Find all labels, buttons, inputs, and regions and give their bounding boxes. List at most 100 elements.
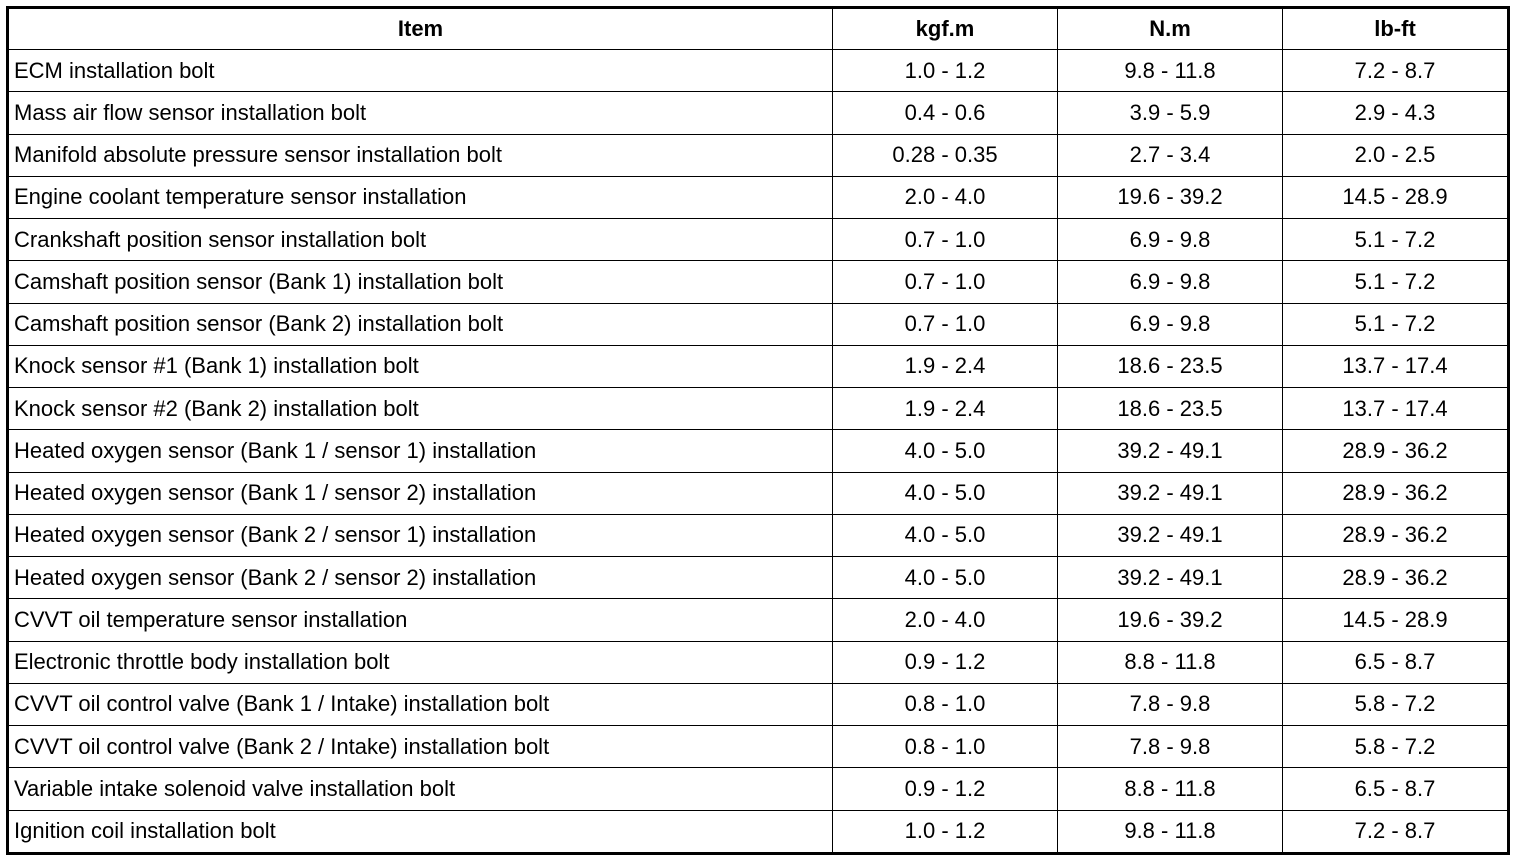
value-cell: 7.8 - 9.8 — [1057, 724, 1283, 769]
item-cell: Variable intake solenoid valve installat… — [7, 767, 833, 811]
value-cell: 13.7 - 17.4 — [1282, 386, 1509, 431]
value-cell: 28.9 - 36.2 — [1282, 555, 1509, 600]
value-cell: 8.8 - 11.8 — [1057, 640, 1283, 684]
table-row: Variable intake solenoid valve installat… — [7, 767, 1509, 811]
value-cell: 6.5 - 8.7 — [1282, 767, 1509, 811]
value-cell: 2.0 - 4.0 — [832, 175, 1058, 220]
table-row: Mass air flow sensor installation bolt 0.… — [7, 91, 1509, 135]
value-cell: 18.6 - 23.5 — [1057, 344, 1283, 389]
table-row: Camshaft position sensor (Bank 1) instal… — [7, 260, 1509, 304]
value-cell: 0.8 - 1.0 — [832, 724, 1058, 769]
value-cell: 0.4 - 0.6 — [832, 91, 1058, 135]
value-cell: 2.9 - 4.3 — [1282, 91, 1509, 135]
value-cell: 1.0 - 1.2 — [832, 809, 1058, 854]
value-cell: 39.2 - 49.1 — [1057, 513, 1283, 558]
item-cell: Knock sensor #2 (Bank 2) installation bo… — [7, 386, 833, 431]
value-cell: 1.9 - 2.4 — [832, 344, 1058, 389]
table-row: Heated oxygen sensor (Bank 1 / sensor 1)… — [7, 429, 1509, 473]
value-cell: 13.7 - 17.4 — [1282, 344, 1509, 389]
value-cell: 19.6 - 39.2 — [1057, 598, 1283, 642]
torque-table: Item kgf.m N.m lb-ft ECM installation bolt 1… — [6, 6, 1510, 855]
header-row: Item kgf.m N.m lb-ft — [7, 7, 1509, 50]
table-row: Ignition coil installation bolt 1.0 - 1.2… — [7, 809, 1509, 854]
item-cell: Heated oxygen sensor (Bank 2 / sensor 1)… — [7, 513, 833, 558]
value-cell: 6.9 - 9.8 — [1057, 302, 1283, 346]
table-row: Manifold absolute pressure sensor instal… — [7, 133, 1509, 177]
value-cell: 19.6 - 39.2 — [1057, 175, 1283, 220]
value-cell: 14.5 - 28.9 — [1282, 598, 1509, 642]
table-row: Heated oxygen sensor (Bank 1 / sensor 2)… — [7, 471, 1509, 515]
value-cell: 28.9 - 36.2 — [1282, 471, 1509, 515]
item-cell: Heated oxygen sensor (Bank 1 / sensor 2)… — [7, 471, 833, 515]
value-cell: 28.9 - 36.2 — [1282, 513, 1509, 558]
value-cell: 4.0 - 5.0 — [832, 513, 1058, 558]
value-cell: 2.0 - 4.0 — [832, 598, 1058, 642]
value-cell: 8.8 - 11.8 — [1057, 767, 1283, 811]
value-cell: 5.1 - 7.2 — [1282, 217, 1509, 262]
header-cell: Item — [7, 7, 833, 50]
value-cell: 6.9 - 9.8 — [1057, 217, 1283, 262]
table-row: Knock sensor #1 (Bank 1) installation bo… — [7, 344, 1509, 389]
item-cell: Heated oxygen sensor (Bank 2 / sensor 2)… — [7, 555, 833, 600]
item-cell: Camshaft position sensor (Bank 1) instal… — [7, 260, 833, 304]
value-cell: 1.9 - 2.4 — [832, 386, 1058, 431]
value-cell: 0.7 - 1.0 — [832, 260, 1058, 304]
value-cell: 0.7 - 1.0 — [832, 217, 1058, 262]
table-row: Knock sensor #2 (Bank 2) installation bo… — [7, 386, 1509, 431]
value-cell: 6.9 - 9.8 — [1057, 260, 1283, 304]
item-cell: CVVT oil control valve (Bank 2 / Intake)… — [7, 724, 833, 769]
value-cell: 6.5 - 8.7 — [1282, 640, 1509, 684]
value-cell: 5.8 - 7.2 — [1282, 724, 1509, 769]
item-cell: Electronic throttle body installation bo… — [7, 640, 833, 684]
item-cell: ECM installation bolt — [7, 48, 833, 93]
value-cell: 5.1 - 7.2 — [1282, 260, 1509, 304]
value-cell: 18.6 - 23.5 — [1057, 386, 1283, 431]
value-cell: 0.9 - 1.2 — [832, 767, 1058, 811]
value-cell: 7.8 - 9.8 — [1057, 682, 1283, 727]
value-cell: 9.8 - 11.8 — [1057, 809, 1283, 854]
item-cell: Engine coolant temperature sensor instal… — [7, 175, 833, 220]
value-cell: 0.7 - 1.0 — [832, 302, 1058, 346]
item-cell: Crankshaft position sensor installation … — [7, 217, 833, 262]
table-row: CVVT oil control valve (Bank 1 / Intake)… — [7, 682, 1509, 727]
value-cell: 5.1 - 7.2 — [1282, 302, 1509, 346]
value-cell: 2.7 - 3.4 — [1057, 133, 1283, 177]
table-row: CVVT oil temperature sensor installation… — [7, 598, 1509, 642]
value-cell: 1.0 - 1.2 — [832, 48, 1058, 93]
item-cell: CVVT oil temperature sensor installation — [7, 598, 833, 642]
value-cell: 2.0 - 2.5 — [1282, 133, 1509, 177]
header-cell: kgf.m — [832, 7, 1058, 50]
table-row: Crankshaft position sensor installation … — [7, 217, 1509, 262]
value-cell: 0.9 - 1.2 — [832, 640, 1058, 684]
table-row: Engine coolant temperature sensor instal… — [7, 175, 1509, 220]
table-row: ECM installation bolt 1.0 - 1.2 9.8 - 11.8… — [7, 48, 1509, 93]
header-cell: N.m — [1057, 7, 1283, 50]
item-cell: Manifold absolute pressure sensor instal… — [7, 133, 833, 177]
value-cell: 9.8 - 11.8 — [1057, 48, 1283, 93]
value-cell: 4.0 - 5.0 — [832, 555, 1058, 600]
value-cell: 3.9 - 5.9 — [1057, 91, 1283, 135]
table-row: CVVT oil control valve (Bank 2 / Intake)… — [7, 724, 1509, 769]
item-cell: Mass air flow sensor installation bolt — [7, 91, 833, 135]
value-cell: 0.28 - 0.35 — [832, 133, 1058, 177]
value-cell: 39.2 - 49.1 — [1057, 471, 1283, 515]
item-cell: CVVT oil control valve (Bank 1 / Intake)… — [7, 682, 833, 727]
value-cell: 4.0 - 5.0 — [832, 471, 1058, 515]
table-row: Electronic throttle body installation bo… — [7, 640, 1509, 684]
table-row: Heated oxygen sensor (Bank 2 / sensor 1)… — [7, 513, 1509, 558]
header-cell: lb-ft — [1282, 7, 1509, 50]
item-cell: Knock sensor #1 (Bank 1) installation bo… — [7, 344, 833, 389]
table-wrap: Item kgf.m N.m lb-ft ECM installation bolt 1… — [6, 6, 1510, 855]
value-cell: 7.2 - 8.7 — [1282, 48, 1509, 93]
item-cell: Ignition coil installation bolt — [7, 809, 833, 854]
value-cell: 39.2 - 49.1 — [1057, 555, 1283, 600]
value-cell: 5.8 - 7.2 — [1282, 682, 1509, 727]
value-cell: 7.2 - 8.7 — [1282, 809, 1509, 854]
item-cell: Camshaft position sensor (Bank 2) instal… — [7, 302, 833, 346]
table-row: Heated oxygen sensor (Bank 2 / sensor 2)… — [7, 555, 1509, 600]
value-cell: 39.2 - 49.1 — [1057, 429, 1283, 473]
table-row: Camshaft position sensor (Bank 2) instal… — [7, 302, 1509, 346]
value-cell: 4.0 - 5.0 — [832, 429, 1058, 473]
value-cell: 0.8 - 1.0 — [832, 682, 1058, 727]
